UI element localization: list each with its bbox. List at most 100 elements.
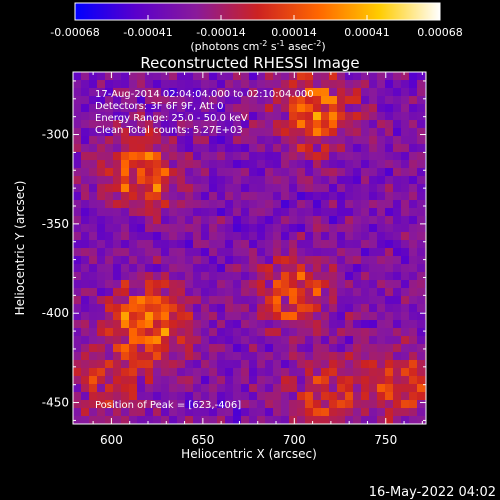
heatmap-cell [393,312,402,321]
heatmap-cell [81,216,90,225]
heatmap-cell [201,392,210,401]
heatmap-cell [121,408,130,417]
heatmap-cell [161,408,170,417]
heatmap-cell [185,96,194,105]
heatmap-cell [273,192,282,201]
heatmap-cell [401,264,410,273]
heatmap-cell [105,176,114,185]
heatmap-cell [393,360,402,369]
heatmap-cell [257,288,266,297]
heatmap-cell [129,288,138,297]
heatmap-cell [177,168,186,177]
heatmap-cell [249,352,258,361]
heatmap-cell [289,168,298,177]
heatmap-cell [401,112,410,121]
heatmap-cell [217,80,226,89]
heatmap-cell [265,112,274,121]
heatmap-cell [225,272,234,281]
heatmap-cell [257,312,266,321]
heatmap-cell [201,264,210,273]
heatmap-cell [121,296,130,305]
heatmap-cell [369,400,378,409]
heatmap-cell [361,344,370,353]
heatmap-cell [209,360,218,369]
heatmap-cell [137,128,146,137]
heatmap-cell [401,80,410,89]
heatmap-cell [409,168,418,177]
heatmap-cell [233,120,242,129]
heatmap-cell [225,96,234,105]
heatmap-cell [385,112,394,121]
heatmap-cell [81,96,90,105]
heatmap-cell [177,224,186,233]
heatmap-cell [321,104,330,113]
heatmap-cell [105,320,114,329]
heatmap-cell [337,416,346,424]
heatmap-cell [385,312,394,321]
heatmap-cell [177,384,186,393]
heatmap-cell [153,392,162,401]
heatmap-cell [289,216,298,225]
heatmap-cell [137,272,146,281]
heatmap-cell [377,376,386,385]
heatmap-cell [153,224,162,233]
heatmap-cell [161,104,170,113]
heatmap-cell [313,400,322,409]
heatmap-cell [153,72,162,81]
heatmap-cell [321,216,330,225]
heatmap-cell [409,96,418,105]
heatmap-cell [321,184,330,193]
heatmap-cell [249,296,258,305]
heatmap-cell [265,168,274,177]
heatmap-cell [417,184,426,193]
heatmap-cell [377,272,386,281]
heatmap-cell [385,160,394,169]
heatmap-cell [377,296,386,305]
heatmap-cell [337,144,346,153]
heatmap-cell [393,184,402,193]
heatmap-cell [297,304,306,313]
heatmap-cell [201,224,210,233]
heatmap-cell [97,408,106,417]
heatmap-cell [145,272,154,281]
heatmap-cell [193,296,202,305]
heatmap-cell [73,280,82,289]
heatmap-cell [401,312,410,321]
heatmap-cell [377,384,386,393]
heatmap-cell [81,200,90,209]
heatmap-cell [169,328,178,337]
heatmap-cell [305,416,314,424]
heatmap-cell [377,232,386,241]
heatmap-cell [289,304,298,313]
heatmap-cell [121,80,130,89]
heatmap-cell [185,232,194,241]
heatmap-cell [409,80,418,89]
heatmap-cell [297,208,306,217]
heatmap-cell [241,216,250,225]
heatmap-cell [417,240,426,249]
heatmap-cell [169,400,178,409]
heatmap-cell [81,88,90,97]
heatmap-cell [369,288,378,297]
heatmap-cell [361,296,370,305]
heatmap-cell [225,312,234,321]
heatmap-cell [217,120,226,129]
heatmap-cell [257,128,266,137]
heatmap-cell [105,112,114,121]
heatmap-cell [273,248,282,257]
heatmap-cell [313,112,322,121]
heatmap-cell [185,192,194,201]
heatmap-cell [393,280,402,289]
heatmap-cell [345,104,354,113]
heatmap-cell [169,392,178,401]
heatmap-cell [105,208,114,217]
heatmap-cell [81,168,90,177]
heatmap-cell [185,264,194,273]
heatmap-cell [297,168,306,177]
heatmap-cell [305,80,314,89]
heatmap-cell [201,144,210,153]
heatmap-cell [161,72,170,81]
heatmap-cell [225,320,234,329]
heatmap-cell [273,152,282,161]
heatmap-cell [193,312,202,321]
